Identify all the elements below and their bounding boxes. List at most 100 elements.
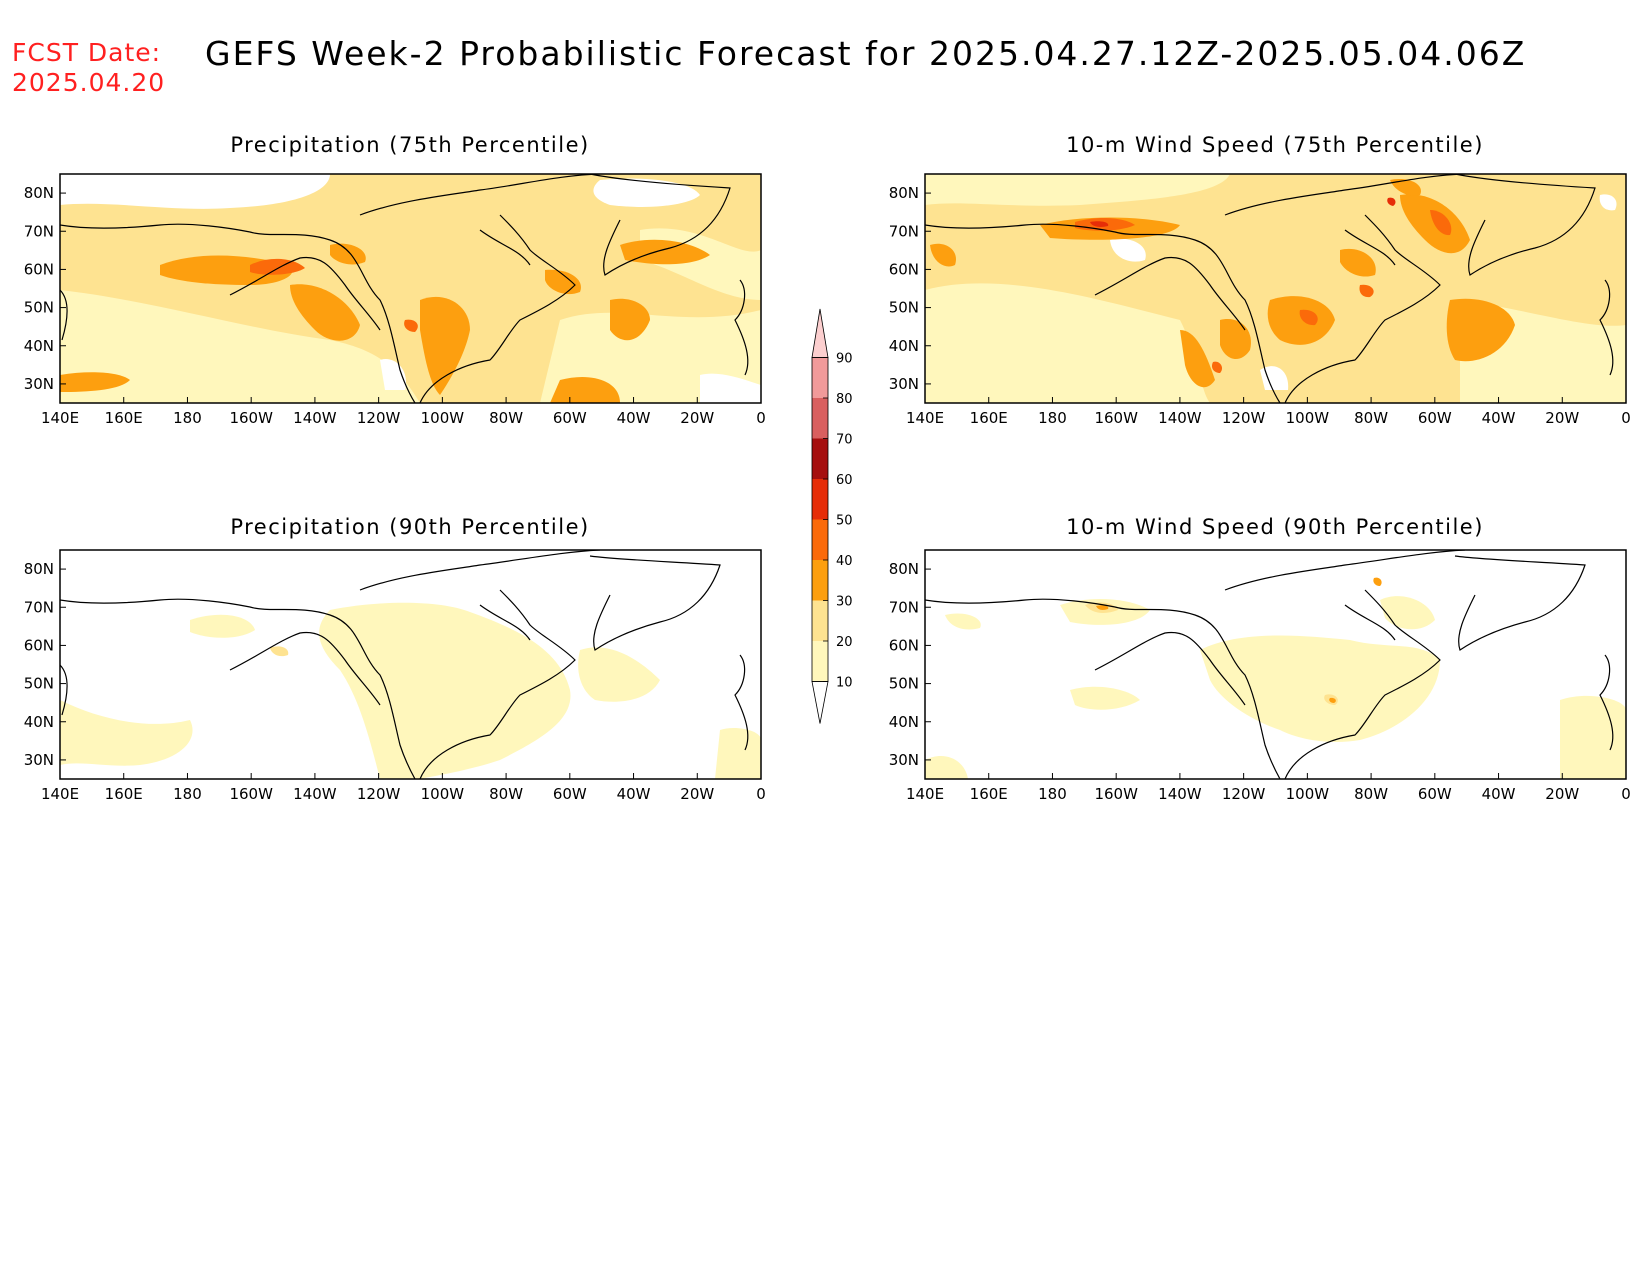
lat-label: 70N	[889, 222, 919, 240]
lon-label: 0	[1621, 785, 1631, 803]
panel-frames	[59, 173, 1627, 780]
colorbar-box	[812, 357, 828, 398]
colorbar-under	[811, 681, 829, 724]
lon-label: 0	[1621, 409, 1631, 427]
lat-label: 30N	[889, 375, 919, 393]
lat-label: 40N	[889, 337, 919, 355]
colorbar-box	[812, 479, 828, 520]
lon-label: 160E	[970, 785, 1008, 803]
lon-label: 160W	[1094, 785, 1138, 803]
shading-dark-orange-areas	[250, 258, 418, 332]
lat-label: 30N	[889, 751, 919, 769]
colorbar-label: 70	[836, 433, 853, 448]
map-panel-wind-75	[925, 174, 1626, 403]
coastlines	[60, 174, 1614, 779]
lat-label: 60N	[24, 636, 54, 654]
colorbar-label: 10	[836, 676, 853, 691]
colorbar-box	[811, 308, 829, 358]
coastline-panel-precip-90	[60, 550, 749, 779]
lat-label: 60N	[24, 260, 54, 278]
lat-label: 70N	[24, 598, 54, 616]
lon-label: 180	[1038, 409, 1067, 427]
lon-label: 140W	[1158, 785, 1202, 803]
lon-label: 180	[1038, 785, 1067, 803]
colorbar-label: 60	[836, 473, 853, 488]
lat-label: 30N	[24, 375, 54, 393]
lat-label: 60N	[889, 636, 919, 654]
lon-label: 120W	[1222, 409, 1266, 427]
frame-wind-75	[924, 173, 1627, 404]
lon-label: 160W	[1094, 409, 1138, 427]
lat-label: 40N	[889, 713, 919, 731]
lon-label: 160E	[970, 409, 1008, 427]
lon-label: 140E	[906, 409, 944, 427]
lon-label: 0	[756, 409, 766, 427]
frame-precip-90	[59, 549, 762, 780]
colorbar-label: 40	[836, 554, 853, 569]
lat-label: 80N	[889, 184, 919, 202]
forecast-date-block: FCST Date: 2025.04.20	[12, 38, 165, 98]
colorbar: 10 20 30 40 50 60 70 80 90	[811, 308, 853, 724]
map-panel-precip-75	[60, 174, 761, 403]
lon-label: 80W	[1354, 409, 1388, 427]
colorbar-label: 90	[836, 352, 853, 367]
colorbar-box	[812, 560, 828, 601]
lat-label: 70N	[24, 222, 54, 240]
lon-label: 40W	[1482, 409, 1516, 427]
lon-label: 140E	[906, 785, 944, 803]
lon-label: 60W	[553, 785, 587, 803]
lon-label: 140W	[293, 785, 337, 803]
map-panel-wind-90	[925, 550, 1626, 779]
colorbar-box	[812, 641, 828, 682]
colorbar-label: 30	[836, 595, 853, 610]
colorbar-box	[812, 600, 828, 641]
lon-label: 180	[173, 785, 202, 803]
shading-white-areas	[60, 174, 761, 403]
coastline-panel-wind-90	[925, 550, 1614, 779]
map-panel-precip-90	[60, 550, 761, 779]
lon-label: 160W	[229, 785, 273, 803]
colorbar-box	[812, 438, 828, 479]
frame-wind-90	[924, 549, 1627, 780]
lat-label: 80N	[889, 560, 919, 578]
lat-label: 50N	[889, 675, 919, 693]
lon-label: 100W	[1286, 409, 1330, 427]
lat-label: 30N	[24, 751, 54, 769]
lon-label: 140E	[41, 409, 79, 427]
forecast-date-label: FCST Date:	[12, 38, 162, 67]
panel-title-wind-75: 10-m Wind Speed (75th Percentile)	[1066, 133, 1484, 157]
lat-label: 60N	[889, 260, 919, 278]
lat-label: 40N	[24, 337, 54, 355]
lon-label: 100W	[421, 409, 465, 427]
panel-title-wind-90: 10-m Wind Speed (90th Percentile)	[1066, 515, 1484, 539]
lon-label: 60W	[1418, 409, 1452, 427]
page-title: GEFS Week-2 Probabilistic Forecast for 2…	[205, 34, 1527, 73]
lon-label: 20W	[1545, 785, 1579, 803]
lat-label: 50N	[24, 299, 54, 317]
lon-label: 40W	[617, 785, 651, 803]
lon-label: 0	[756, 785, 766, 803]
lon-label: 20W	[680, 409, 714, 427]
lon-label: 120W	[357, 785, 401, 803]
lon-label: 140W	[1158, 409, 1202, 427]
lon-label: 20W	[1545, 409, 1579, 427]
coastline-panel-wind-75	[925, 174, 1614, 403]
lon-label: 60W	[1418, 785, 1452, 803]
lon-label: 120W	[357, 409, 401, 427]
lat-label: 80N	[24, 184, 54, 202]
frame-precip-75	[59, 173, 762, 404]
lon-label: 100W	[1286, 785, 1330, 803]
colorbar-label: 20	[836, 635, 853, 650]
lon-label: 80W	[1354, 785, 1388, 803]
lon-label: 40W	[1482, 785, 1516, 803]
forecast-date-value: 2025.04.20	[12, 68, 166, 97]
lat-label: 80N	[24, 560, 54, 578]
lon-label: 180	[173, 409, 202, 427]
lat-label: 70N	[889, 598, 919, 616]
lon-label: 160E	[105, 409, 143, 427]
lat-label: 40N	[24, 713, 54, 731]
panel-title-precip-75: Precipitation (75th Percentile)	[230, 133, 590, 157]
panel-title-precip-90: Precipitation (90th Percentile)	[230, 515, 590, 539]
lon-label: 20W	[680, 785, 714, 803]
